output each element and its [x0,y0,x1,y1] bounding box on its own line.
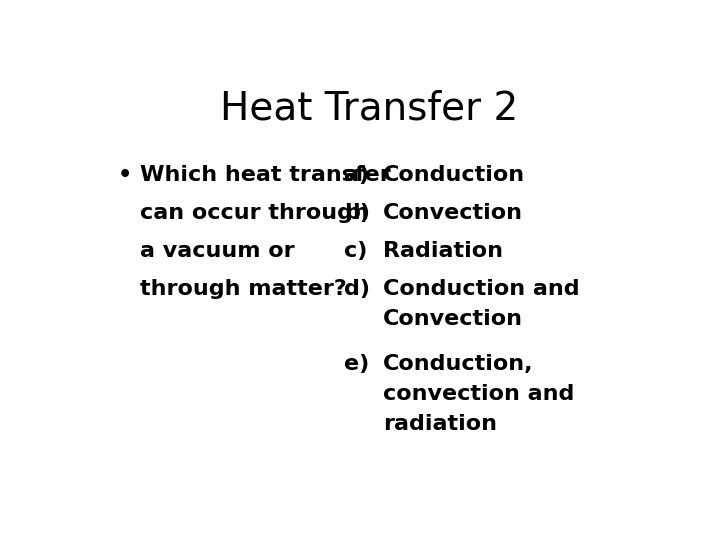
Text: Convection: Convection [383,203,523,223]
Text: b): b) [344,203,370,223]
Text: d): d) [344,279,370,299]
Text: radiation: radiation [383,414,497,434]
Text: a vacuum or: a vacuum or [140,241,295,261]
Text: e): e) [344,354,369,374]
Text: c): c) [344,241,367,261]
Text: Conduction,: Conduction, [383,354,534,374]
Text: a): a) [344,165,369,185]
Text: Radiation: Radiation [383,241,503,261]
Text: Heat Transfer 2: Heat Transfer 2 [220,90,518,128]
Text: Which heat transfer: Which heat transfer [140,165,391,185]
Text: •: • [118,165,132,185]
Text: convection and: convection and [383,384,575,404]
Text: can occur through: can occur through [140,203,369,223]
Text: Conduction: Conduction [383,165,525,185]
Text: through matter?: through matter? [140,279,347,299]
Text: Conduction and: Conduction and [383,279,580,299]
Text: Convection: Convection [383,309,523,329]
